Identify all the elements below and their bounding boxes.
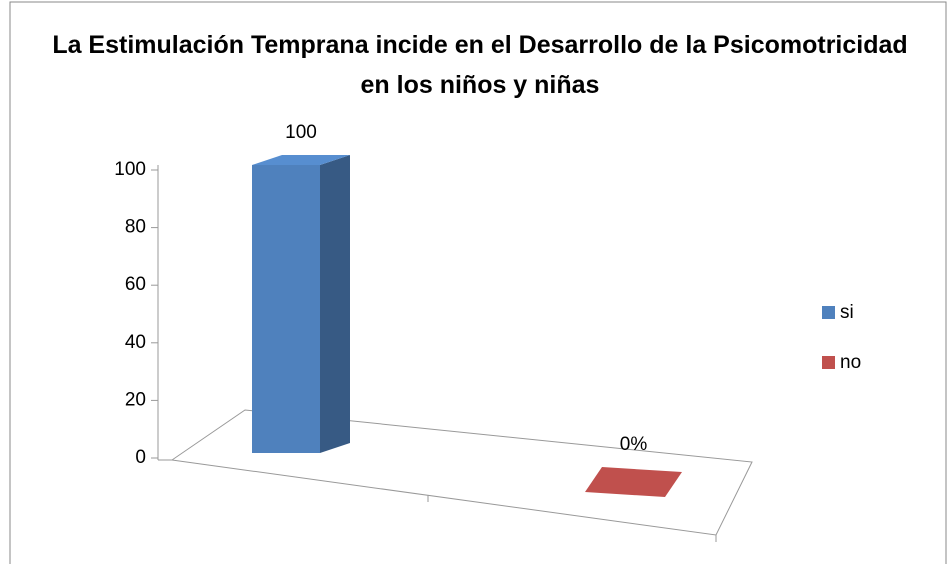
y-tick-label: 80 <box>125 217 146 238</box>
y-tick-label: 20 <box>125 389 146 410</box>
bar-front <box>252 165 320 453</box>
chart-title-line-2: en los niños y niñas <box>361 71 600 99</box>
bar <box>585 467 682 497</box>
y-tick-label: 0 <box>135 447 146 468</box>
bar-top <box>585 467 682 497</box>
data-label: 0% <box>620 434 648 455</box>
y-tick-label: 100 <box>114 159 146 180</box>
legend-label: si <box>840 302 854 323</box>
floor <box>170 409 753 536</box>
chart-title-line-1: La Estimulación Temprana incide en el De… <box>52 31 907 59</box>
legend-label: no <box>840 352 861 373</box>
data-label: 100 <box>285 122 317 143</box>
chart-border <box>9 1 947 569</box>
bar <box>252 155 350 453</box>
legend-swatch <box>822 306 835 319</box>
y-tick-label: 60 <box>125 274 146 295</box>
y-tick-label: 40 <box>125 332 146 353</box>
legend-swatch <box>822 356 835 369</box>
bar-side <box>320 155 350 453</box>
bar-top <box>252 155 350 165</box>
